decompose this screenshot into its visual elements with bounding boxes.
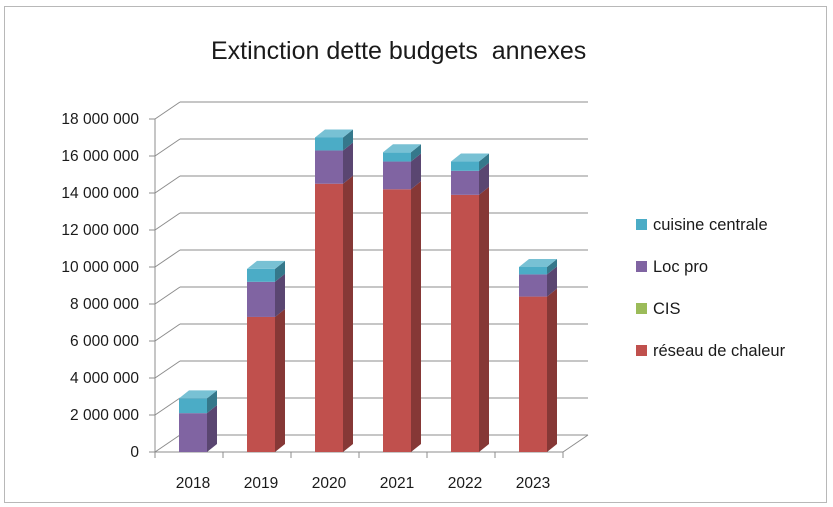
legend-label: réseau de chaleur: [653, 342, 786, 360]
bar-side: [547, 288, 557, 452]
bar-side: [547, 259, 557, 275]
x-tick-label: 2020: [312, 475, 347, 492]
gridline-depth: [154, 397, 181, 416]
bar-top: [247, 260, 285, 269]
bar-side: [479, 186, 489, 452]
x-tick-label: 2021: [380, 475, 414, 492]
y-tick-label: 10 000 000: [61, 259, 139, 276]
bar-top: [519, 259, 557, 267]
bar-segment: [383, 189, 411, 453]
bar-segment: [179, 398, 207, 414]
gridline-depth: [154, 101, 181, 120]
bar-side: [479, 153, 489, 171]
bar-segment: [451, 170, 479, 195]
bar-segment: [383, 152, 411, 162]
x-tick-label: 2019: [244, 475, 278, 492]
gridline-depth: [154, 286, 181, 305]
bar-side: [275, 273, 285, 317]
floor-edge: [562, 434, 589, 453]
bar-side: [411, 181, 421, 453]
legend-swatch: [636, 219, 647, 230]
x-tick-label: 2022: [448, 475, 482, 492]
gridline-depth: [154, 212, 181, 231]
bar-segment: [451, 161, 479, 171]
gridline-depth: [154, 323, 181, 342]
bar-side: [547, 266, 557, 297]
y-tick-label: 8 000 000: [70, 296, 139, 313]
bar-segment: [179, 413, 207, 452]
bar-side: [411, 153, 421, 190]
bar-side: [411, 144, 421, 162]
bar-side: [479, 162, 489, 195]
y-tick-label: 12 000 000: [61, 222, 139, 239]
bar-side: [207, 405, 217, 452]
legend-label: cuisine centrale: [653, 216, 768, 234]
bar-segment: [315, 150, 343, 184]
gridline-depth: [154, 249, 181, 268]
bar-side: [275, 308, 285, 452]
y-tick-label: 0: [130, 444, 139, 461]
legend-label: CIS: [653, 300, 681, 318]
legend-swatch: [636, 261, 647, 272]
y-tick-label: 18 000 000: [61, 111, 139, 128]
bar-segment: [519, 267, 547, 275]
y-tick-label: 2 000 000: [70, 407, 139, 424]
bar-top: [179, 390, 217, 399]
bar-segment: [315, 183, 343, 452]
legend-swatch: [636, 303, 647, 314]
legend-label: Loc pro: [653, 258, 708, 276]
gridline-depth: [154, 175, 181, 194]
bar-segment: [247, 281, 275, 317]
bar-side: [275, 260, 285, 282]
bar-segment: [451, 194, 479, 452]
bar-segment: [519, 274, 547, 297]
bar-side: [207, 390, 217, 414]
gridline-depth: [154, 434, 181, 453]
bar-top: [451, 153, 489, 162]
x-tick-label: 2023: [516, 475, 550, 492]
y-tick-label: 6 000 000: [70, 333, 139, 350]
bar-segment: [383, 161, 411, 190]
gridline-depth: [154, 360, 181, 379]
bar-segment: [247, 268, 275, 282]
gridline-depth: [154, 138, 181, 157]
legend-swatch: [636, 345, 647, 356]
bar-segment: [519, 296, 547, 452]
y-tick-label: 16 000 000: [61, 148, 139, 165]
chart-title: Extinction dette budgets annexes: [211, 37, 587, 65]
bar-segment: [315, 137, 343, 151]
bar-top: [315, 129, 353, 138]
bar-side: [343, 129, 353, 151]
y-tick-label: 14 000 000: [61, 185, 139, 202]
bar-side: [343, 175, 353, 452]
y-tick-label: 4 000 000: [70, 370, 139, 387]
x-tick-label: 2018: [176, 475, 210, 492]
bar-top: [383, 144, 421, 153]
bar-side: [343, 142, 353, 184]
bar-segment: [247, 316, 275, 452]
